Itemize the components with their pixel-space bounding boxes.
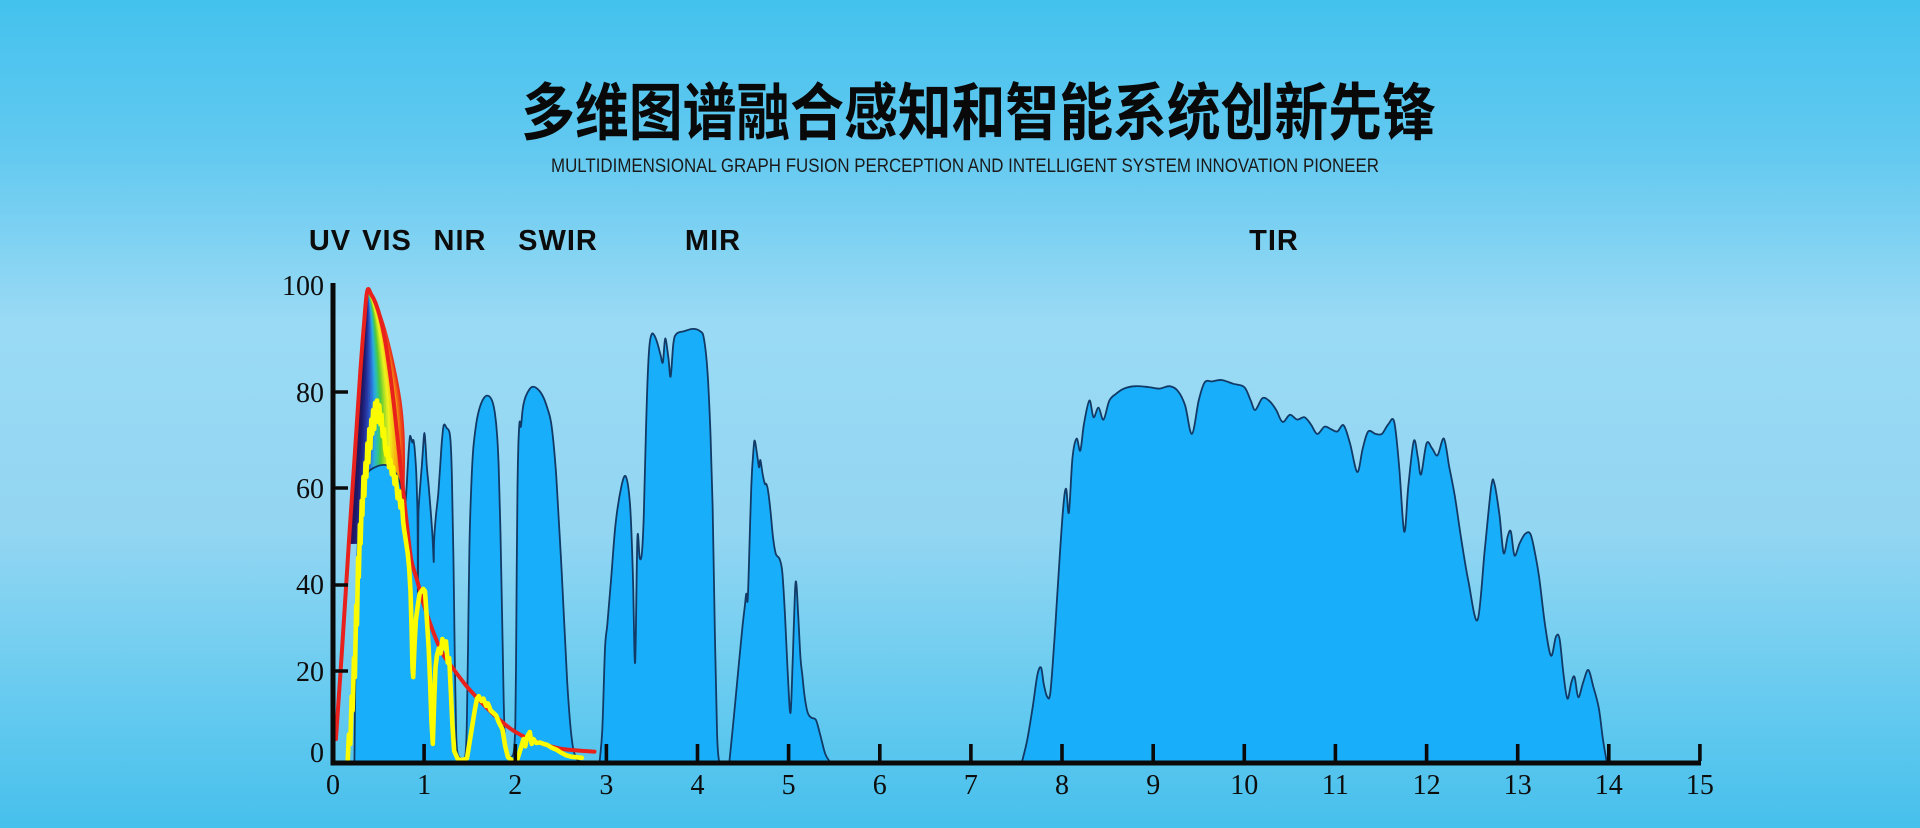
svg-text:9: 9 <box>1146 770 1160 801</box>
svg-text:TIR: TIR <box>1249 225 1299 257</box>
svg-text:NIR: NIR <box>434 225 487 257</box>
svg-text:11: 11 <box>1322 770 1349 801</box>
svg-text:3: 3 <box>599 770 613 801</box>
svg-text:MIR: MIR <box>685 225 741 257</box>
svg-text:7: 7 <box>964 770 978 801</box>
svg-text:6: 6 <box>873 770 887 801</box>
svg-text:SWIR: SWIR <box>518 225 598 257</box>
svg-text:20: 20 <box>296 657 324 688</box>
svg-text:14: 14 <box>1595 770 1623 801</box>
svg-text:100: 100 <box>282 271 324 302</box>
svg-text:5: 5 <box>782 770 796 801</box>
svg-text:60: 60 <box>296 474 324 505</box>
svg-text:0: 0 <box>310 738 324 769</box>
svg-text:1: 1 <box>417 770 431 801</box>
svg-text:15: 15 <box>1686 770 1714 801</box>
svg-text:4: 4 <box>691 770 705 801</box>
svg-text:0: 0 <box>326 770 340 801</box>
svg-text:VIS: VIS <box>362 225 412 257</box>
svg-text:8: 8 <box>1055 770 1069 801</box>
svg-text:13: 13 <box>1504 770 1532 801</box>
svg-text:12: 12 <box>1413 770 1441 801</box>
svg-text:UV: UV <box>309 225 351 257</box>
svg-text:10: 10 <box>1230 770 1258 801</box>
svg-text:MULTIDIMENSIONAL GRAPH FUSION: MULTIDIMENSIONAL GRAPH FUSION PERCEPTION… <box>551 156 1379 177</box>
svg-text:40: 40 <box>296 570 324 601</box>
svg-text:2: 2 <box>508 770 522 801</box>
svg-text:80: 80 <box>296 378 324 409</box>
